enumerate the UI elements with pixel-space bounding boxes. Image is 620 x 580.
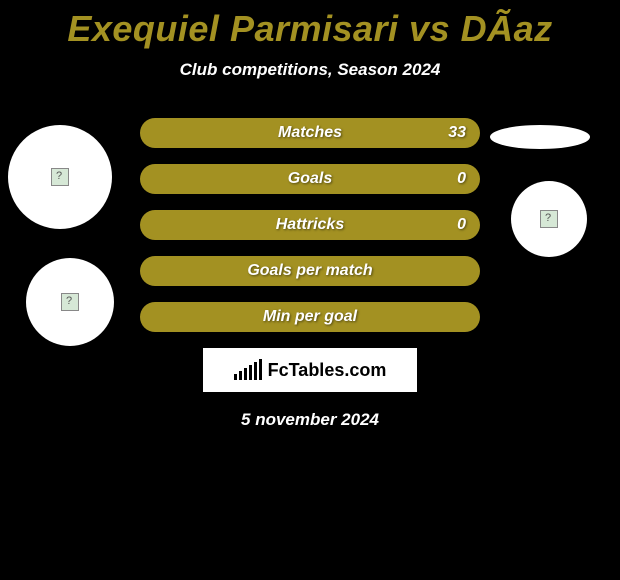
- stat-label: Min per goal: [263, 308, 357, 326]
- broken-image-icon: [61, 293, 79, 311]
- stat-label: Matches: [278, 124, 342, 142]
- stat-value: 0: [457, 216, 466, 234]
- player-left1: [8, 125, 112, 229]
- broken-image-icon: [540, 210, 558, 228]
- stat-label: Hattricks: [276, 216, 344, 234]
- player-right2: [511, 181, 587, 257]
- stat-pill: Min per goal: [140, 302, 480, 332]
- stat-pill: Goals per match: [140, 256, 480, 286]
- player-right1: [490, 125, 590, 149]
- stat-pill: Goals 0: [140, 164, 480, 194]
- stat-label: Goals: [288, 170, 332, 188]
- page-title: Exequiel Parmisari vs DÃ­az: [0, 0, 620, 50]
- stat-value: 0: [457, 170, 466, 188]
- stat-label: Goals per match: [247, 262, 372, 280]
- brand-text: FcTables.com: [268, 360, 387, 381]
- stat-pill: Hattricks 0: [140, 210, 480, 240]
- stat-pill: Matches 33: [140, 118, 480, 148]
- broken-image-icon: [51, 168, 69, 186]
- player-left2: [26, 258, 114, 346]
- footer-date: 5 november 2024: [0, 410, 620, 430]
- page-subtitle: Club competitions, Season 2024: [0, 60, 620, 80]
- brand-bars-icon: [234, 360, 262, 380]
- brand-box: FcTables.com: [203, 348, 417, 392]
- stat-value: 33: [448, 124, 466, 142]
